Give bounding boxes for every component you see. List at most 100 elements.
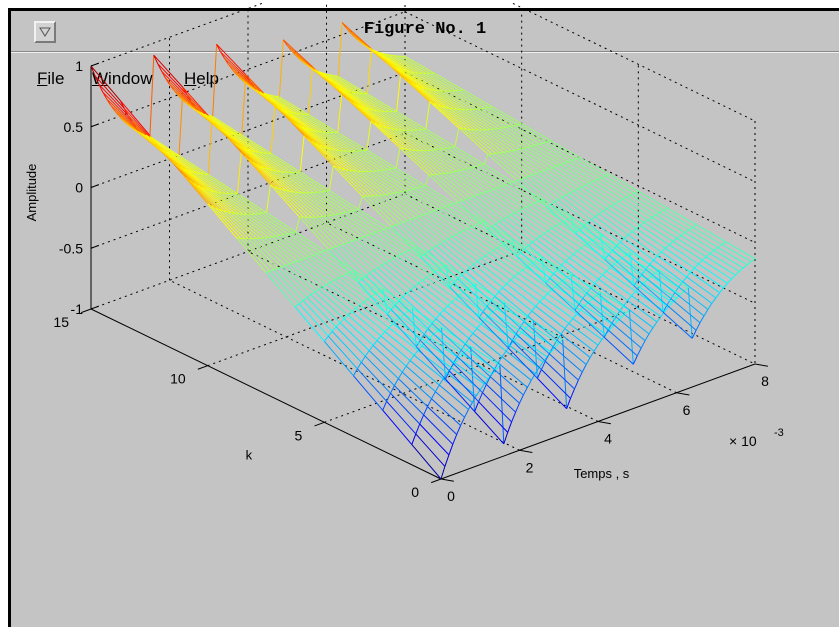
mesh-line [158, 64, 187, 95]
mesh-line [411, 218, 415, 219]
mesh-line [652, 217, 681, 235]
mesh-line [495, 222, 499, 224]
mesh-line [329, 248, 333, 249]
mesh-line [489, 250, 493, 253]
mesh-line [550, 202, 554, 205]
mesh-line [561, 329, 565, 335]
mesh-line [664, 208, 668, 210]
mesh-line [627, 195, 631, 197]
mesh-line [354, 369, 358, 376]
mesh-line [535, 145, 564, 163]
mesh-line [348, 315, 377, 341]
mesh-line [640, 225, 669, 244]
z-tick-mark [91, 306, 99, 309]
mesh-line [217, 44, 246, 74]
mesh-line [432, 399, 461, 426]
mesh-line [448, 91, 477, 109]
mesh-line [714, 247, 718, 250]
mesh-line [537, 173, 566, 195]
mesh-line [619, 202, 648, 220]
mesh-line [544, 234, 573, 255]
mesh-line [297, 260, 301, 261]
mesh-line [591, 217, 595, 220]
mesh-line [444, 241, 473, 264]
mesh-line [551, 141, 580, 158]
mesh-line [578, 187, 582, 189]
mesh-line [679, 287, 708, 309]
mesh-line [653, 322, 657, 328]
mesh-line [357, 362, 361, 369]
mesh-line [522, 267, 526, 270]
mesh-line [428, 399, 432, 407]
mesh-line [256, 90, 285, 110]
mesh-line [356, 238, 360, 239]
mesh-line [516, 403, 520, 412]
mesh-line [424, 407, 428, 415]
mesh-line [440, 241, 444, 243]
mesh-line [537, 370, 541, 379]
mesh-line [595, 214, 599, 217]
mesh-line [645, 334, 649, 341]
mesh-line [594, 345, 598, 351]
mesh-line [499, 288, 503, 292]
mesh-line [562, 195, 566, 197]
mesh-line [446, 379, 475, 411]
mesh-line [507, 280, 511, 284]
mesh-line [519, 209, 523, 211]
mesh-line [483, 393, 512, 422]
mesh-line [439, 208, 443, 210]
x-tick-label: 0 [447, 488, 455, 504]
mesh-line [590, 181, 594, 183]
mesh-line [452, 299, 456, 303]
mesh-line [533, 173, 537, 175]
mesh-line [691, 268, 695, 272]
mesh-line [301, 258, 305, 260]
mesh-line [368, 235, 397, 256]
mesh-line [419, 215, 423, 216]
mesh-line [315, 292, 344, 319]
mesh-line [468, 227, 472, 229]
mesh-line [523, 148, 552, 167]
mesh-line [142, 133, 171, 153]
mesh-line [632, 291, 636, 295]
mesh-line [348, 242, 377, 267]
mesh-line [720, 288, 724, 293]
mesh-line [352, 312, 381, 337]
mesh-line [374, 268, 378, 271]
y-tick-label: 10 [170, 371, 186, 387]
y-tick-label: 15 [53, 314, 69, 330]
mesh-line [624, 235, 628, 239]
mesh-line [497, 246, 501, 248]
mesh-line [470, 264, 474, 267]
mesh-line [270, 271, 299, 304]
mesh-line [321, 251, 325, 253]
mesh-line [544, 231, 548, 234]
mesh-line [747, 262, 751, 265]
mesh-line [290, 262, 294, 264]
mesh-line [489, 312, 493, 316]
mesh-line [654, 256, 658, 260]
mesh-line [230, 194, 259, 214]
mesh-line [340, 323, 369, 351]
mesh-line [225, 58, 254, 86]
mesh-line [710, 250, 714, 253]
mesh-line [685, 233, 714, 251]
mesh-line [426, 102, 430, 130]
mesh-line [475, 412, 504, 444]
mesh-line [545, 169, 549, 170]
mesh-line [334, 278, 338, 280]
mesh-line [698, 260, 702, 264]
mesh-line [553, 347, 582, 372]
mesh-line [479, 130, 508, 152]
mesh-line [368, 234, 372, 235]
mesh-line [607, 206, 611, 209]
mesh-line [445, 455, 449, 467]
mesh-line [407, 219, 411, 221]
mesh-line [295, 307, 324, 341]
mesh-line [739, 268, 743, 271]
mesh-line [598, 340, 602, 346]
mesh-line [146, 135, 175, 155]
mesh-line [527, 147, 556, 166]
mesh-line [419, 283, 448, 306]
mesh-line [697, 225, 726, 242]
